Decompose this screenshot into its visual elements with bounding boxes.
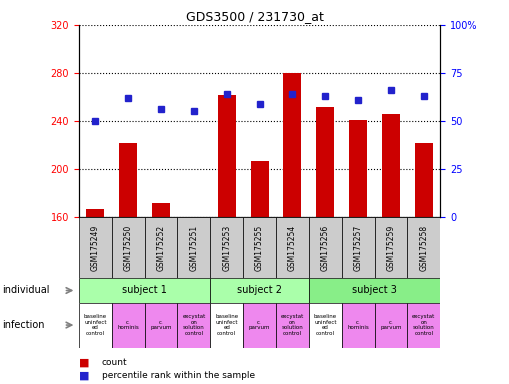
- Text: GSM175250: GSM175250: [124, 225, 133, 271]
- Text: c.
parvum: c. parvum: [380, 319, 402, 331]
- Bar: [243, 217, 276, 278]
- Text: subject 2: subject 2: [237, 285, 282, 296]
- Text: ■: ■: [79, 371, 90, 381]
- Bar: [349, 120, 367, 217]
- Bar: [178, 303, 210, 348]
- Text: subject 3: subject 3: [352, 285, 397, 296]
- Bar: [145, 303, 178, 348]
- Text: GSM175256: GSM175256: [321, 225, 330, 271]
- Text: c.
parvum: c. parvum: [249, 319, 270, 331]
- Text: GSM175252: GSM175252: [157, 225, 165, 271]
- Bar: [375, 217, 407, 278]
- Text: subject 1: subject 1: [122, 285, 167, 296]
- Bar: [185, 217, 203, 219]
- Bar: [309, 278, 440, 303]
- Text: GSM175254: GSM175254: [288, 225, 297, 271]
- Bar: [375, 303, 407, 348]
- Text: GSM175259: GSM175259: [386, 225, 395, 271]
- Bar: [342, 217, 375, 278]
- Text: excystat
on
solution
control: excystat on solution control: [281, 314, 304, 336]
- Bar: [284, 73, 301, 217]
- Bar: [178, 217, 210, 278]
- Text: c.
parvum: c. parvum: [150, 319, 172, 331]
- Text: GSM175257: GSM175257: [354, 225, 362, 271]
- Text: excystat
on
solution
control: excystat on solution control: [412, 314, 436, 336]
- Text: c.
hominis: c. hominis: [347, 319, 369, 331]
- Text: baseline
uninfect
ed
control: baseline uninfect ed control: [314, 314, 337, 336]
- Text: percentile rank within the sample: percentile rank within the sample: [102, 371, 255, 380]
- Bar: [382, 114, 400, 217]
- Bar: [119, 142, 137, 217]
- Text: baseline
uninfect
ed
control: baseline uninfect ed control: [215, 314, 238, 336]
- Bar: [276, 217, 309, 278]
- Bar: [210, 217, 243, 278]
- Text: excystat
on
solution
control: excystat on solution control: [182, 314, 206, 336]
- Bar: [79, 217, 112, 278]
- Bar: [407, 303, 440, 348]
- Bar: [415, 142, 433, 217]
- Text: GSM175258: GSM175258: [419, 225, 429, 271]
- Text: GSM175249: GSM175249: [91, 225, 100, 271]
- Bar: [316, 107, 334, 217]
- Text: baseline
uninfect
ed
control: baseline uninfect ed control: [84, 314, 107, 336]
- Bar: [218, 94, 236, 217]
- Bar: [276, 303, 309, 348]
- Text: ■: ■: [79, 358, 90, 368]
- Bar: [250, 161, 269, 217]
- Bar: [145, 217, 178, 278]
- Text: c.
hominis: c. hominis: [117, 319, 139, 331]
- Bar: [342, 303, 375, 348]
- Text: count: count: [102, 358, 127, 367]
- Bar: [309, 217, 342, 278]
- Text: GSM175255: GSM175255: [255, 225, 264, 271]
- Bar: [112, 217, 145, 278]
- Text: infection: infection: [3, 320, 45, 330]
- Bar: [79, 278, 210, 303]
- Bar: [152, 203, 170, 217]
- Bar: [243, 303, 276, 348]
- Text: GSM175253: GSM175253: [222, 225, 231, 271]
- Text: individual: individual: [3, 285, 50, 296]
- Bar: [79, 303, 112, 348]
- Text: GDS3500 / 231730_at: GDS3500 / 231730_at: [186, 10, 323, 23]
- Bar: [407, 217, 440, 278]
- Bar: [112, 303, 145, 348]
- Bar: [87, 209, 104, 217]
- Text: GSM175251: GSM175251: [189, 225, 199, 271]
- Bar: [309, 303, 342, 348]
- Bar: [210, 278, 309, 303]
- Bar: [210, 303, 243, 348]
